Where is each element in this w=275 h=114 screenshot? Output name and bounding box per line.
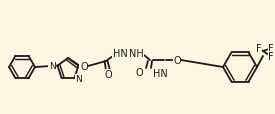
Text: O: O — [104, 69, 112, 79]
Text: F: F — [268, 44, 274, 54]
Text: N: N — [49, 62, 56, 70]
Text: F: F — [268, 52, 274, 61]
Text: HN: HN — [153, 68, 168, 78]
Text: NH: NH — [129, 49, 143, 58]
Text: N: N — [75, 75, 82, 84]
Text: O: O — [135, 67, 143, 77]
Text: F: F — [256, 44, 262, 54]
Text: O: O — [80, 61, 88, 71]
Text: HN: HN — [113, 49, 127, 58]
Text: O: O — [173, 56, 181, 65]
Text: N: N — [79, 62, 86, 70]
